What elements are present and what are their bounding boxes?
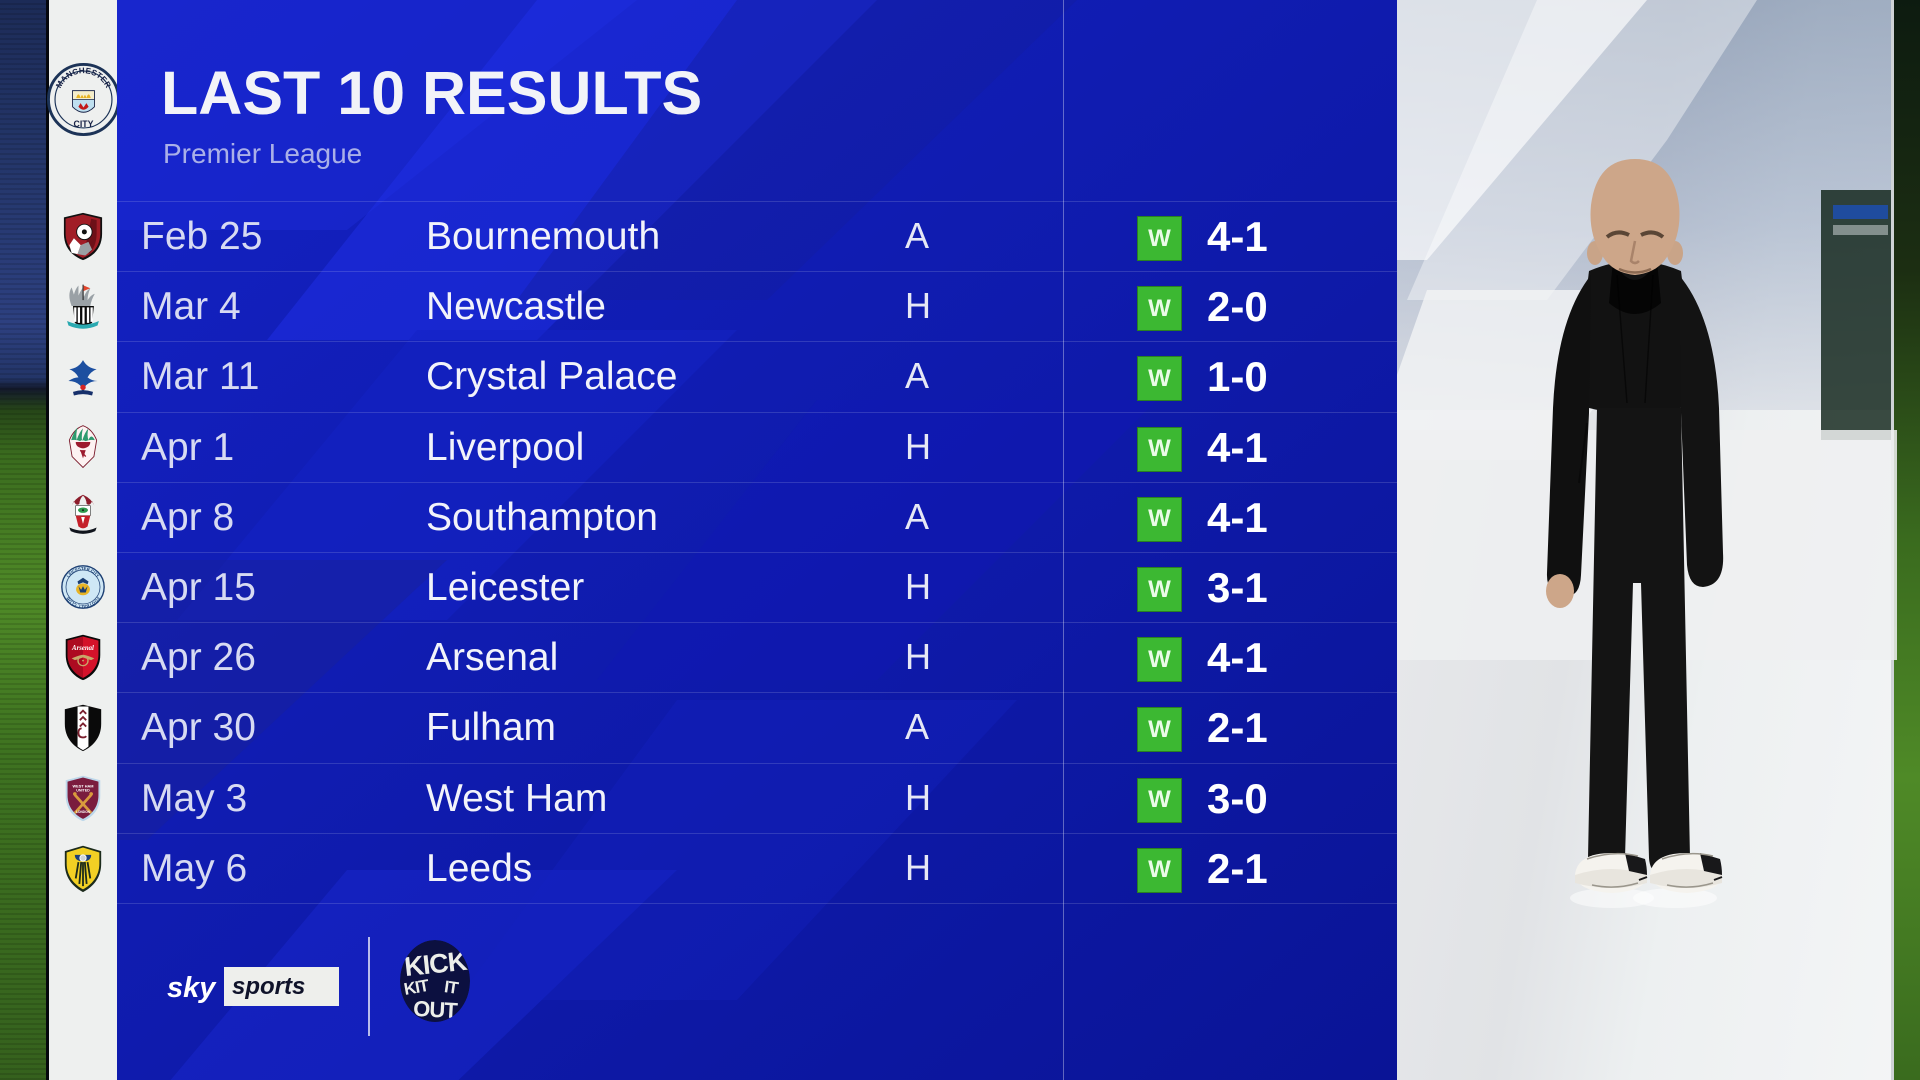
svg-text:sky: sky bbox=[167, 972, 217, 1004]
svg-text:CITY: CITY bbox=[74, 119, 94, 129]
svg-text:WEST HAM: WEST HAM bbox=[72, 784, 93, 788]
svg-text:LONDON: LONDON bbox=[76, 810, 90, 814]
svg-text:UNITED: UNITED bbox=[76, 788, 90, 792]
svg-text:OUT: OUT bbox=[413, 996, 459, 1023]
svg-text:sports: sports bbox=[232, 973, 305, 1000]
svg-text:Arsenal: Arsenal bbox=[71, 645, 94, 652]
